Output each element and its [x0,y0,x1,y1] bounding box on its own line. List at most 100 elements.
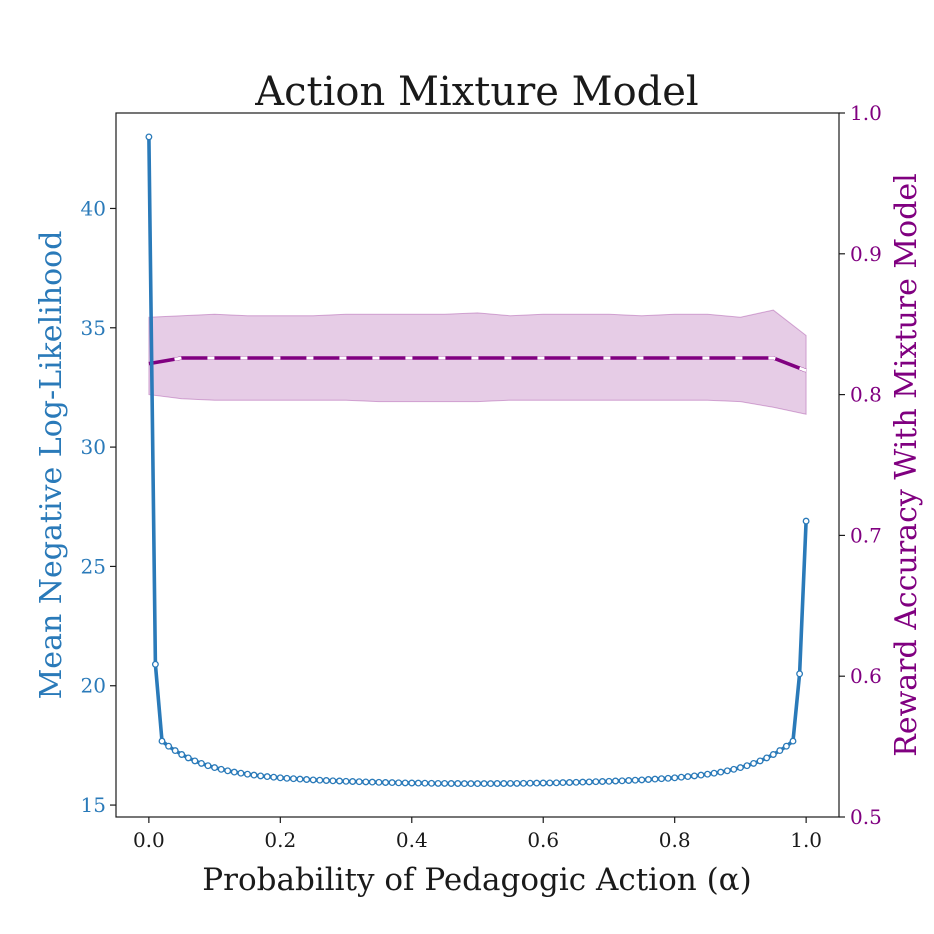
nll-point [566,779,573,786]
nll-point [730,765,738,773]
nll-point [263,773,271,781]
nll-point [638,776,646,784]
nll-point [750,759,758,767]
nll-point [428,779,435,787]
nll-point [250,771,258,779]
right-tick-label: 1.0 [850,101,882,125]
nll-point [533,779,541,787]
left-tick-label: 40 [81,196,106,220]
nll-point [769,751,777,758]
accuracy-confidence-band [148,309,807,415]
nll-point [283,774,291,782]
nll-point [322,777,330,784]
right-tick-label: 0.8 [850,383,882,407]
nll-point [710,769,718,777]
right-axis-label: Reward Accuracy With Mixture Model [889,173,924,756]
nll-point [211,764,219,772]
nll-point [237,769,245,777]
left-tick-label: 35 [81,316,106,340]
nll-point [480,780,488,788]
nll-point [342,777,350,785]
nll-point [408,779,416,787]
nll-point [441,779,449,787]
left-tick-label: 30 [81,435,106,459]
nll-point [349,778,357,785]
right-tick-label: 0.5 [850,805,882,829]
nll-point [204,762,212,770]
nll-point [651,775,659,783]
nll-point [776,747,784,755]
nll-point [230,768,238,776]
nll-point [743,762,751,770]
nll-point [454,780,462,787]
nll-point [355,778,363,786]
nll-point [644,776,652,783]
nll-point [197,759,205,767]
nll-point [782,742,790,750]
nll-point [467,780,475,788]
nll-point [559,779,567,787]
left-tick-label: 20 [81,674,106,698]
nll-point [704,770,711,778]
nll-point [506,779,514,787]
nll-point [520,779,527,787]
nll-point [171,747,179,755]
x-tick-label: 0.4 [396,828,428,852]
nll-point [224,767,232,775]
nll-point [388,779,396,787]
nll-point [447,780,455,787]
nll-point [723,767,731,775]
nll-point [526,779,534,787]
nll-point [316,776,324,784]
nll-point [493,780,501,787]
nll-point [329,777,337,785]
right-tick-label: 0.9 [850,242,882,266]
nll-point [270,773,278,781]
nll-point [631,776,639,784]
nll-point [191,757,199,765]
nll-point [736,764,744,772]
x-tick-label: 0.6 [527,828,559,852]
nll-point [796,670,804,678]
nll-point [625,777,633,784]
x-tick-label: 0.2 [264,828,296,852]
nll-point [368,778,376,786]
x-tick-label: 0.0 [133,828,165,852]
nll-point [217,765,225,773]
nll-point [664,774,672,782]
nll-point [395,779,403,787]
nll-point [697,771,705,779]
nll-point [579,778,587,786]
nll-point [474,780,481,788]
nll-point [336,777,343,785]
nll-point [684,773,692,781]
nll-point [598,778,606,785]
nll-point [401,779,409,787]
nll-point [671,774,679,782]
nll-point [434,779,442,787]
nll-point [605,777,613,785]
nll-point [178,751,186,758]
nll-point [763,754,771,762]
nll-point [572,778,580,786]
nll-point [756,757,764,765]
nll-point [296,775,304,783]
nll-point [585,778,593,786]
nll-point [303,776,311,783]
nll-point [362,778,370,786]
nll-point [257,772,265,780]
nll-point [802,517,810,525]
nll-point [158,737,166,745]
nll-point [309,776,317,784]
nll-point [375,778,383,786]
nll-point [789,737,797,745]
nll-point [552,779,560,787]
nll-point [165,742,173,750]
nll-point [546,779,554,787]
nll-point [145,133,153,141]
nll-point [717,768,725,776]
nll-point [414,779,422,787]
nll-point [244,770,251,778]
left-tick-label: 25 [81,554,106,578]
